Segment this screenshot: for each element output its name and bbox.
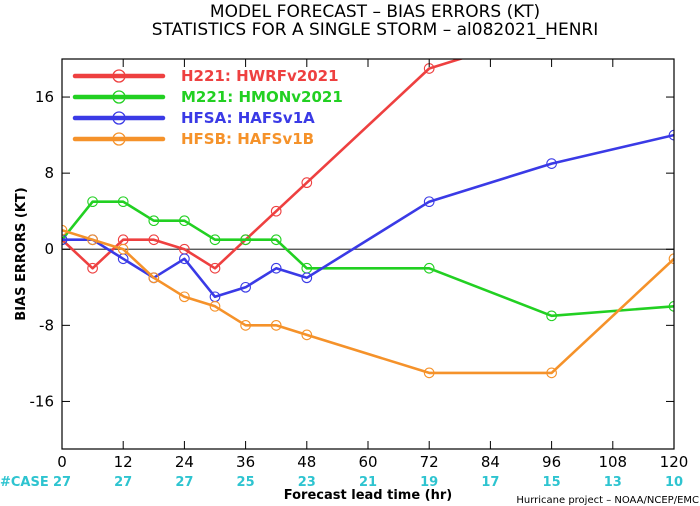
case-count: 23 [298,475,316,490]
x-tick-label: 96 [542,453,561,471]
x-tick-label: 60 [358,453,377,471]
x-tick-label: 36 [236,453,255,471]
y-tick-label: 0 [44,240,54,258]
data-point [148,215,160,227]
x-tick-label: 48 [297,453,316,471]
data-point [209,234,221,246]
series-line [62,228,674,375]
case-count: 17 [481,475,499,490]
case-count: 15 [543,475,561,490]
y-tick-label: 16 [35,88,54,106]
data-point [546,367,557,379]
data-point [117,243,129,255]
data-point [423,196,435,208]
data-point [87,234,98,246]
data-point [301,177,313,189]
data-point [423,367,435,379]
y-tick-label: -16 [30,392,55,410]
series-line [62,59,465,270]
data-point [117,196,129,208]
data-point [179,253,190,265]
data-point [423,262,435,274]
data-point [87,262,98,274]
x-tick-label: 0 [57,453,67,471]
data-point [668,253,674,265]
data-point [668,300,674,312]
data-point [270,205,282,217]
case-count: 10 [665,475,683,490]
data-point [209,300,221,312]
data-point [179,291,190,303]
data-point [240,319,251,331]
legend-entry: H221: HWRFv2021 [181,67,339,85]
data-point [270,262,282,274]
data-point [179,215,190,227]
series-group [62,129,674,303]
x-tick-label: 108 [598,453,627,471]
data-point [87,196,98,208]
series-group [62,196,674,322]
legend-entry: HFSA: HAFSv1A [181,109,315,127]
x-tick-label: 120 [660,453,689,471]
legend-marker [112,111,126,125]
x-axis-label: Forecast lead time (hr) [284,488,452,503]
x-tick-label: 84 [481,453,500,471]
chart-title-line2: STATISTICS FOR A SINGLE STORM – al082021… [152,20,598,40]
legend-marker [112,69,126,83]
case-count: 27 [175,475,193,490]
series-line [62,200,674,318]
data-point [301,272,313,284]
data-point [270,234,282,246]
data-point [240,281,251,293]
case-count: 19 [420,475,438,490]
case-count: 21 [359,475,377,490]
x-tick-label: 24 [175,453,194,471]
x-tick-label: 72 [420,453,439,471]
data-point [240,234,251,246]
data-point [270,319,282,331]
y-tick-label: 8 [44,164,54,182]
data-point [148,272,160,284]
data-point [148,234,160,246]
case-count: 27 [53,475,71,490]
series-line [62,133,674,299]
data-point [301,329,313,341]
data-point [546,158,557,169]
case-count: 25 [237,475,255,490]
x-tick-label: 12 [114,453,133,471]
case-count: 13 [604,475,622,490]
case-count: 27 [114,475,132,490]
y-axis-label: BIAS ERRORS (KT) [14,187,29,320]
series-group [62,224,674,379]
legend-entry: M221: HMONv2021 [181,88,343,106]
data-point [209,262,221,274]
legend-marker [112,132,126,146]
y-tick-label: -8 [39,316,54,334]
case-label: #CASE [0,475,49,490]
data-point [668,129,674,141]
credit-text: Hurricane project – NOAA/NCEP/EMC [516,495,699,506]
legend-entry: HFSB: HAFSv1B [181,130,314,148]
data-point [546,310,557,322]
legend-marker [112,90,126,104]
chart-title-line1: MODEL FORECAST – BIAS ERRORS (KT) [210,2,540,22]
